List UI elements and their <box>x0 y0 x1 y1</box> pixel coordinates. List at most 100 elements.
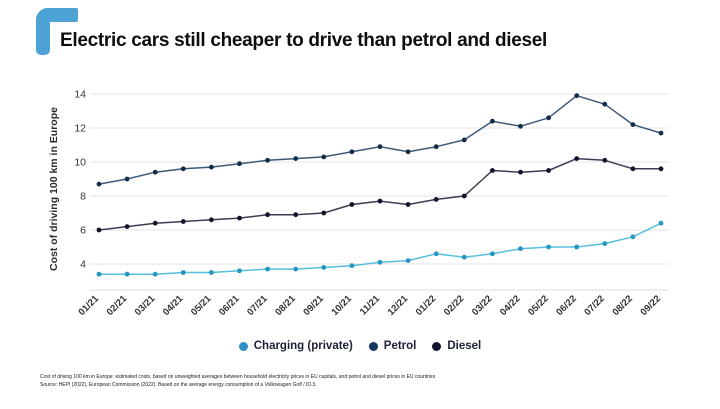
series-marker <box>180 166 186 172</box>
x-tick-label: 12/21 <box>386 293 411 318</box>
series-marker <box>237 161 242 167</box>
x-tick-label: 03/21 <box>133 293 158 318</box>
series-marker <box>630 122 636 127</box>
x-tick-label: 02/22 <box>442 293 467 318</box>
series-marker <box>518 246 523 252</box>
x-tick-label: 04/22 <box>498 293 523 318</box>
x-tick-label: 08/21 <box>273 293 298 318</box>
series-marker <box>546 244 551 250</box>
series-marker <box>658 166 664 172</box>
x-tick-label: 04/21 <box>161 293 186 318</box>
series-marker <box>433 251 439 257</box>
y-tick-label: 6 <box>80 225 86 237</box>
series-marker <box>96 227 102 233</box>
legend-item: Diesel <box>432 340 481 352</box>
y-tick-label: 14 <box>74 89 86 101</box>
series-marker <box>546 168 551 173</box>
y-tick-label: 4 <box>80 259 86 271</box>
series-marker <box>518 169 523 175</box>
series-marker <box>490 118 495 124</box>
x-tick-label: 07/22 <box>582 293 607 318</box>
series-marker <box>96 181 102 187</box>
series-marker <box>461 137 467 143</box>
series-marker <box>602 241 608 247</box>
series-marker <box>630 166 636 172</box>
series-marker <box>461 254 467 260</box>
x-tick-label: 03/22 <box>470 293 495 318</box>
legend-label: Petrol <box>383 340 417 352</box>
series-marker <box>321 210 327 216</box>
footnote-line-1: Cost of driving 100 km in Europe: estima… <box>40 374 436 380</box>
series-marker <box>265 266 270 272</box>
series-marker <box>152 220 158 226</box>
series-marker <box>658 130 664 136</box>
series-marker <box>349 202 355 207</box>
series-marker <box>124 224 130 230</box>
x-tick-label: 02/21 <box>105 293 130 318</box>
series-marker <box>152 271 158 277</box>
legend-label: Charging (private) <box>253 340 353 352</box>
series-marker <box>574 93 580 99</box>
legend-dot-icon <box>432 341 442 351</box>
series-marker <box>96 271 102 277</box>
series-marker <box>377 198 383 204</box>
y-tick-label: 12 <box>74 123 86 135</box>
series-marker <box>237 268 242 274</box>
series-marker <box>490 251 495 257</box>
series-marker <box>265 157 270 163</box>
series-marker <box>490 168 495 173</box>
series-marker <box>152 169 158 175</box>
series-marker <box>405 258 411 263</box>
series-marker <box>180 270 186 275</box>
page-title: Electric cars still cheaper to drive tha… <box>60 30 548 51</box>
legend-dot-icon <box>238 341 248 351</box>
series-marker <box>546 115 551 121</box>
legend-item: Petrol <box>368 340 417 352</box>
x-tick-label: 06/21 <box>217 293 242 318</box>
series-marker <box>518 123 523 129</box>
series-marker <box>265 212 270 218</box>
legend-dot-icon <box>368 341 378 351</box>
series-marker <box>461 193 467 199</box>
series-marker <box>293 212 299 218</box>
x-tick-label: 09/21 <box>301 293 326 318</box>
y-axis-label: Cost of driving 100 km in Europe <box>48 107 60 271</box>
x-tick-label: 01/21 <box>77 293 102 318</box>
x-tick-label: 01/22 <box>414 293 439 318</box>
series-marker <box>209 217 214 223</box>
series-marker <box>630 234 636 240</box>
x-tick-label: 05/22 <box>526 293 551 318</box>
series-marker <box>433 197 439 202</box>
series-marker <box>349 263 355 269</box>
x-tick-label: 08/22 <box>610 293 635 318</box>
series-marker <box>377 259 383 265</box>
y-tick-label: 10 <box>74 157 86 169</box>
series-marker <box>433 144 439 150</box>
series-marker <box>405 149 411 155</box>
x-tick-label: 05/21 <box>189 293 214 318</box>
series-marker <box>180 219 186 224</box>
x-tick-label: 11/21 <box>358 293 383 318</box>
series-marker <box>574 244 580 250</box>
chart-legend: Charging (private) Petrol Diesel <box>0 336 720 356</box>
series-marker <box>237 215 242 221</box>
footnotes: Cost of driving 100 km in Europe: estima… <box>40 373 700 389</box>
logo-horizontal-bar <box>36 8 78 22</box>
series-marker <box>405 202 411 207</box>
series-marker <box>293 266 299 272</box>
series-marker <box>209 270 214 275</box>
x-tick-label: 07/21 <box>245 293 270 318</box>
legend-label: Diesel <box>447 340 482 352</box>
x-tick-label: 09/22 <box>639 293 664 318</box>
series-marker <box>209 164 214 170</box>
series-marker <box>124 176 130 182</box>
y-tick-label: 8 <box>80 191 86 203</box>
series-marker <box>574 156 580 162</box>
series-marker <box>658 220 664 226</box>
series-marker <box>377 144 383 150</box>
series-marker <box>349 149 355 155</box>
series-marker <box>124 271 130 277</box>
series-marker <box>321 265 327 270</box>
